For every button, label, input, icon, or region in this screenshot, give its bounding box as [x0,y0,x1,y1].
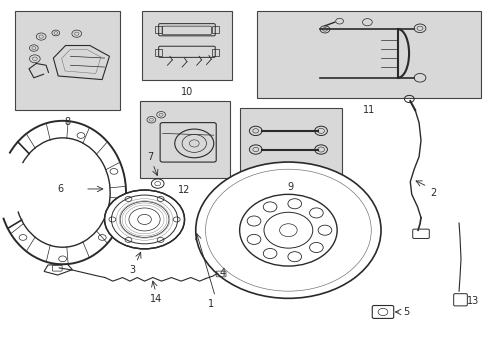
Bar [239,108,341,175]
Circle shape [195,162,380,298]
Bar [140,101,229,178]
Circle shape [279,224,297,237]
Text: 2: 2 [429,188,435,198]
Circle shape [104,190,184,249]
Text: 7: 7 [146,152,153,162]
Text: 13: 13 [466,296,478,306]
Text: 8: 8 [64,117,70,127]
Text: 6: 6 [57,184,63,194]
Text: 14: 14 [149,294,162,304]
Text: 11: 11 [362,105,374,115]
Circle shape [138,215,151,225]
Text: 3: 3 [129,265,135,275]
Text: 1: 1 [208,299,214,309]
Text: 4: 4 [219,268,225,278]
Text: 5: 5 [403,307,409,317]
Text: 10: 10 [181,87,193,97]
Text: 9: 9 [287,182,293,192]
Text: 12: 12 [178,185,190,195]
Bar [15,12,120,110]
Bar [142,12,232,80]
Bar [256,12,480,98]
